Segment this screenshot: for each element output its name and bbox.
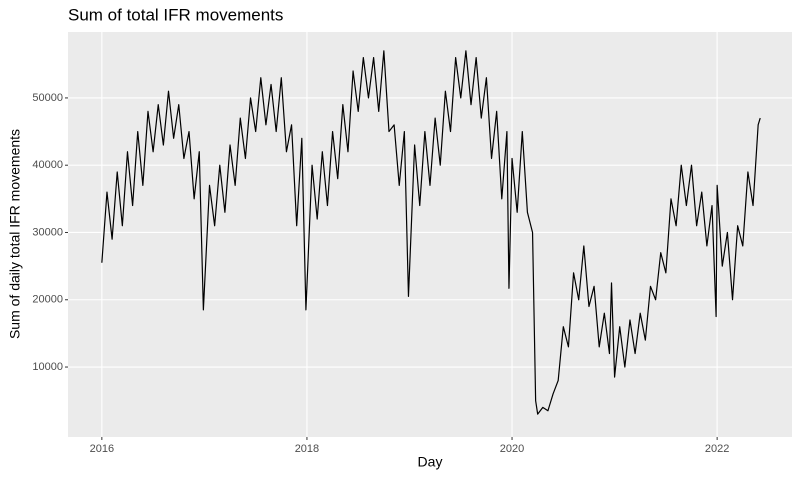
y-tick-label: 30000 bbox=[32, 226, 63, 238]
y-tick-label: 50000 bbox=[32, 92, 63, 104]
x-tick-label: 2020 bbox=[500, 443, 524, 455]
x-tick-label: 2016 bbox=[90, 443, 114, 455]
y-axis-title: Sum of daily total IFR movements bbox=[7, 129, 23, 339]
y-tick-label: 10000 bbox=[32, 361, 63, 373]
y-tick-label: 40000 bbox=[32, 159, 63, 171]
chart-title: Sum of total IFR movements bbox=[68, 5, 283, 24]
x-tick-label: 2018 bbox=[295, 443, 319, 455]
x-tick-label: 2022 bbox=[705, 443, 729, 455]
panel bbox=[68, 32, 792, 437]
y-tick-label: 20000 bbox=[32, 294, 63, 306]
x-axis-title: Day bbox=[418, 454, 443, 470]
plot bbox=[101, 50, 761, 415]
series-line bbox=[101, 50, 761, 415]
